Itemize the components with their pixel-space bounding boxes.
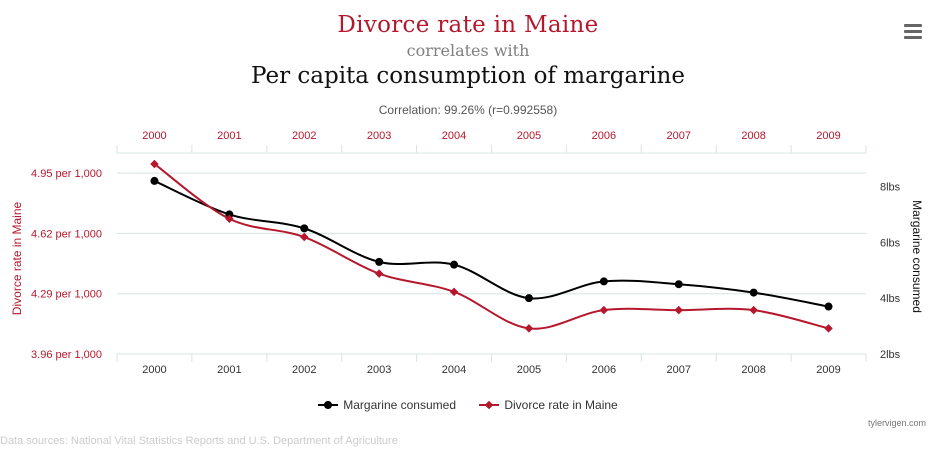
top-axis-tick-label: 2006 [592, 130, 616, 142]
data-point-divorce [749, 305, 758, 315]
data-point-divorce [824, 324, 833, 333]
data-point-margarine [674, 280, 683, 289]
legend-diamond-icon [479, 404, 500, 406]
legend-label-margarine: Margarine consumed [343, 398, 456, 412]
chart-connector-text: correlates with [406, 41, 530, 60]
hamburger-menu-icon[interactable] [902, 24, 924, 42]
bottom-axis-tick-label: 2009 [816, 364, 840, 376]
data-point-divorce [674, 305, 683, 315]
legend-circle-icon [318, 401, 339, 409]
legend-label-divorce: Divorce rate in Maine [504, 398, 618, 412]
top-axis-tick-label: 2001 [217, 130, 241, 142]
legend-item-margarine[interactable]: Margarine consumed [318, 398, 456, 412]
legend-item-divorce[interactable]: Divorce rate in Maine [479, 398, 618, 412]
data-point-margarine [300, 224, 309, 233]
correlation-text: Correlation: 99.26% (r=0.992558) [378, 103, 558, 117]
bottom-axis-tick-label: 2006 [592, 364, 616, 376]
bottom-axis-tick-label: 2001 [217, 364, 241, 376]
credit-link[interactable]: tylervigen.com [867, 418, 926, 428]
data-point-divorce [150, 159, 159, 169]
top-axis-tick-label: 2008 [741, 130, 765, 142]
bottom-axis-tick-label: 2007 [667, 364, 691, 376]
bottom-axis-tick-label: 2000 [142, 364, 166, 376]
data-point-divorce [599, 305, 609, 315]
left-axis-tick-label: 4.29 per 1,000 [31, 289, 102, 301]
right-axis-tick-label: 8lbs [880, 182, 901, 194]
data-point-divorce [300, 232, 309, 242]
bottom-axis-tick-label: 2002 [292, 364, 316, 376]
chart-title-primary: Divorce rate in Maine [337, 12, 599, 38]
right-axis-tick-label: 4lbs [880, 293, 901, 305]
bottom-axis-tick-label: 2004 [442, 364, 466, 376]
right-axis-tick-label: 6lbs [880, 237, 901, 249]
left-axis-tick-label: 3.96 per 1,000 [31, 349, 102, 361]
data-point-margarine [375, 257, 384, 266]
data-point-margarine [749, 288, 758, 297]
right-axis-tick-label: 2lbs [880, 349, 901, 361]
data-point-margarine [150, 176, 159, 185]
top-axis-tick-label: 2007 [667, 130, 691, 142]
data-point-margarine [524, 294, 533, 303]
data-point-divorce [524, 324, 534, 333]
legend: Margarine consumed Divorce rate in Maine [0, 395, 936, 412]
bottom-axis-tick-label: 2003 [367, 364, 391, 376]
top-axis-tick-label: 2003 [367, 130, 391, 142]
top-axis-tick-label: 2009 [816, 130, 840, 142]
left-axis-title: Divorce rate in Maine [10, 201, 24, 315]
bottom-axis-tick-label: 2008 [741, 364, 765, 376]
top-axis-tick-label: 2002 [292, 130, 316, 142]
data-point-margarine [225, 210, 234, 219]
top-axis-tick-label: 2000 [142, 130, 166, 142]
top-axis-tick-label: 2005 [517, 130, 541, 142]
right-axis-title: Margarine consumed [910, 200, 924, 313]
series-line-margarine [154, 180, 829, 308]
data-point-divorce [374, 269, 384, 278]
left-axis-tick-label: 4.62 per 1,000 [31, 228, 102, 240]
bottom-axis-tick-label: 2005 [517, 364, 541, 376]
left-axis-tick-label: 4.95 per 1,000 [31, 168, 102, 180]
chart-title-secondary: Per capita consumption of margarine [251, 63, 685, 89]
data-point-margarine [599, 277, 608, 286]
series-line-divorce [153, 163, 829, 330]
data-point-margarine [450, 260, 459, 269]
top-axis-tick-label: 2004 [442, 130, 466, 142]
data-point-divorce [449, 287, 459, 297]
data-point-divorce [225, 214, 234, 224]
data-sources-text: Data sources: National Vital Statistics … [0, 435, 398, 447]
data-point-margarine [824, 302, 833, 311]
